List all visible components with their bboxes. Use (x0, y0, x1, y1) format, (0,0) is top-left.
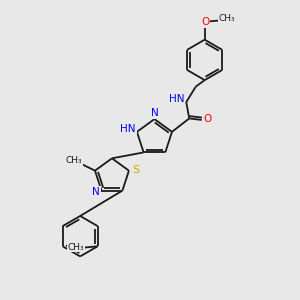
Text: O: O (203, 114, 211, 124)
Text: N: N (151, 108, 159, 118)
Text: O: O (201, 17, 209, 27)
Text: CH₃: CH₃ (219, 14, 236, 23)
Text: HN: HN (120, 124, 136, 134)
Text: S: S (132, 165, 139, 175)
Text: CH₃: CH₃ (67, 243, 84, 252)
Text: HN: HN (169, 94, 184, 103)
Text: N: N (92, 187, 100, 197)
Text: CH₃: CH₃ (66, 156, 82, 165)
